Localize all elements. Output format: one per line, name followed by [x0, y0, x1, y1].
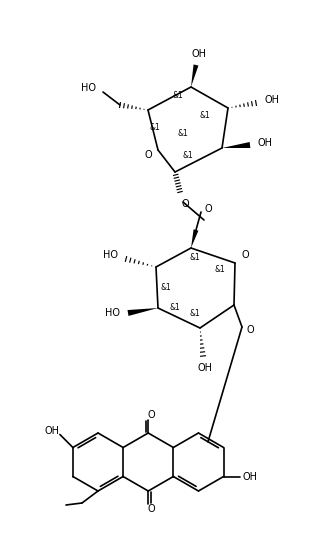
Polygon shape — [127, 308, 158, 316]
Text: &1: &1 — [161, 284, 172, 292]
Text: O: O — [241, 250, 249, 260]
Text: O: O — [144, 150, 152, 160]
Text: OH: OH — [264, 95, 280, 105]
Text: OH: OH — [192, 49, 207, 59]
Text: O: O — [181, 199, 189, 209]
Polygon shape — [222, 142, 250, 148]
Text: &1: &1 — [190, 309, 200, 317]
Text: HO: HO — [105, 308, 121, 318]
Text: O: O — [204, 204, 212, 214]
Text: &1: &1 — [177, 129, 188, 139]
Text: &1: &1 — [150, 124, 160, 133]
Text: OH: OH — [44, 426, 59, 436]
Text: OH: OH — [242, 472, 257, 482]
Text: O: O — [147, 410, 155, 420]
Text: OH: OH — [258, 138, 273, 148]
Text: OH: OH — [198, 363, 213, 373]
Text: &1: &1 — [190, 254, 200, 263]
Text: &1: &1 — [200, 110, 210, 119]
Text: &1: &1 — [215, 265, 225, 275]
Text: O: O — [147, 504, 155, 514]
Text: HO: HO — [80, 83, 95, 93]
Text: HO: HO — [104, 250, 119, 260]
Text: O: O — [246, 325, 254, 335]
Text: &1: &1 — [173, 90, 183, 99]
Text: &1: &1 — [170, 304, 180, 312]
Polygon shape — [191, 64, 198, 87]
Text: &1: &1 — [182, 150, 193, 159]
Polygon shape — [191, 229, 198, 248]
